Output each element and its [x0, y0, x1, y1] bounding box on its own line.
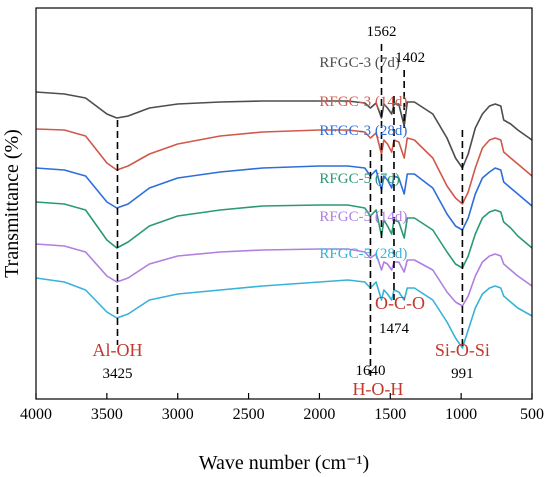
x-tick-label: 4000: [20, 406, 52, 423]
x-tick-label: 2500: [233, 406, 265, 423]
series-label-3: RFGC-3 (28d): [319, 123, 407, 139]
series-label-5: RFGC-5 (14d): [319, 209, 407, 225]
series-line-6: [35, 277, 533, 349]
x-tick-label: 2000: [303, 406, 335, 423]
y-axis-label: Transmittance (%): [1, 129, 23, 278]
functional-group-label: Al-OH: [92, 340, 142, 360]
peak-value-label: 3425: [102, 366, 132, 382]
peak-value-label: 1562: [366, 24, 396, 40]
series-label-1: RFGC-3 (7d): [319, 55, 399, 71]
peak-value-label: 1474: [379, 321, 410, 337]
functional-group-label: O-C-O: [375, 293, 425, 313]
x-tick-label: 1500: [374, 406, 406, 423]
x-tick-label: 3500: [91, 406, 123, 423]
x-tick-label: 3000: [162, 406, 194, 423]
x-axis: 4000 3500 3000 2500 2000 1500 1000 500: [20, 393, 544, 423]
series-label-2: RFGC-3 (14d): [319, 94, 407, 110]
peak-value-label: 991: [451, 366, 474, 382]
functional-group-label: Si-O-Si: [435, 340, 490, 360]
series-group: [35, 91, 533, 349]
series-line-4: [35, 201, 533, 269]
plot-frame: [35, 7, 533, 400]
x-tick-label: 500: [520, 406, 544, 423]
functional-group-label: H-O-H: [352, 379, 403, 399]
series-labels: RFGC-3 (7d) RFGC-3 (14d) RFGC-3 (28d) RFGC-…: [319, 55, 407, 262]
series-label-4: RFGC-5 (7d): [319, 171, 399, 187]
series-label-6: RFGC-5 (28d): [319, 246, 407, 262]
peak-value-label: 1640: [355, 363, 385, 379]
series-line-1: [35, 91, 533, 169]
series-line-2: [35, 128, 533, 205]
series-line-5: [35, 243, 533, 307]
peak-value-label: 1402: [395, 50, 425, 66]
x-axis-label: Wave number (cm⁻¹): [199, 452, 369, 474]
series-line-3: [35, 165, 533, 231]
x-tick-label: 1000: [445, 406, 477, 423]
peak-lines-group: [116, 44, 464, 376]
